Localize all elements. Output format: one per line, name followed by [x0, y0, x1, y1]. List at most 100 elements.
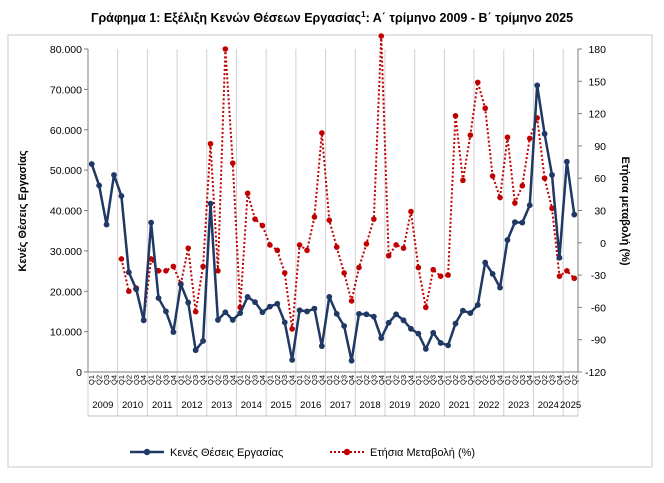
series-change-point	[304, 247, 310, 254]
series-change-point	[267, 242, 273, 248]
series-change-point	[170, 263, 177, 270]
series-change-point	[148, 256, 154, 262]
year-tick-label: 2025	[560, 400, 581, 411]
series-change-point	[564, 267, 570, 274]
y-axis-left-title: Κενές Θέσεις Εργασίας	[17, 150, 29, 271]
quarter-tick-label: Q1	[295, 375, 304, 385]
series-change-point	[437, 273, 444, 279]
series-change-point	[474, 79, 481, 86]
series-change-point	[519, 182, 526, 189]
quarter-tick-label: Q1	[325, 375, 334, 385]
quarter-tick-label: Q4	[377, 375, 386, 385]
series-vacancies-point	[437, 340, 444, 346]
series-change-point	[326, 217, 333, 223]
series-change-point	[259, 222, 266, 229]
legend: Κενές Θέσεις Εργασίας Ετήσια Μεταβολή (%…	[130, 447, 475, 459]
quarter-tick-label: Q4	[525, 375, 534, 385]
quarter-tick-label: Q3	[102, 375, 111, 385]
series-vacancies-point	[408, 325, 414, 332]
quarter-tick-label: Q4	[109, 375, 118, 385]
series-vacancies-point	[96, 182, 103, 189]
series-vacancies-point	[318, 343, 325, 350]
series-vacancies-point	[177, 281, 184, 288]
series-change-point	[400, 245, 407, 251]
year-tick-label: 2021	[449, 400, 470, 411]
year-tick-label: 2014	[241, 400, 262, 411]
series-vacancies-point	[467, 310, 474, 316]
quarter-tick-label: Q3	[369, 375, 378, 385]
series-change-point	[408, 208, 414, 215]
year-tick-label: 2019	[389, 400, 410, 411]
year-tick-label: 2010	[122, 400, 143, 411]
year-tick-label: 2009	[92, 400, 113, 411]
quarter-tick-label: Q1	[473, 375, 482, 385]
series-change-point	[556, 273, 563, 279]
series-vacancies-point	[229, 317, 236, 323]
series-change-point	[541, 175, 548, 181]
year-tick-label: 2018	[360, 400, 381, 411]
series-vacancies-point	[259, 309, 266, 316]
quarter-tick-label: Q1	[176, 375, 185, 385]
series-change-point	[445, 272, 451, 278]
quarter-tick-label: Q3	[191, 375, 200, 385]
series-vacancies-point	[356, 310, 362, 317]
series-change-point	[415, 264, 422, 271]
series-change-point	[192, 308, 199, 315]
series-vacancies-point	[393, 311, 400, 318]
series-change-point	[289, 326, 295, 332]
series-vacancies-point	[452, 320, 459, 327]
series-change-point	[274, 247, 281, 254]
series-change-point	[430, 266, 437, 273]
series-vacancies-point	[571, 211, 578, 218]
quarter-tick-label: Q2	[421, 375, 430, 385]
quarter-tick-label: Q1	[87, 375, 96, 385]
y-right-tick-label: 180	[588, 44, 606, 56]
series-vacancies-point	[489, 270, 496, 277]
series-vacancies-point	[281, 319, 288, 326]
y-right-tick-label: 150	[588, 76, 606, 88]
series-vacancies-point	[289, 356, 296, 363]
series-change-point	[311, 214, 318, 220]
series-vacancies-point	[385, 319, 392, 326]
quarter-tick-label: Q4	[317, 375, 326, 385]
series-vacancies-point	[541, 130, 548, 137]
quarter-tick-label: Q1	[147, 375, 156, 385]
series-vacancies-point	[222, 309, 229, 316]
y-right-tick-label: -30	[591, 270, 606, 282]
series-vacancies-point	[125, 269, 132, 276]
year-tick-label: 2015	[270, 400, 291, 411]
quarter-tick-label: Q2	[184, 375, 193, 385]
year-tick-label: 2020	[419, 400, 440, 411]
y-right-tick-label: 30	[594, 206, 606, 218]
series-vacancies-point	[133, 286, 140, 293]
quarter-tick-label: Q3	[488, 375, 497, 385]
series-vacancies-point	[333, 310, 340, 317]
series-vacancies-point	[363, 311, 370, 318]
y-left-tick-label: 20.000	[50, 286, 82, 298]
series-change-point	[571, 275, 578, 282]
quarter-tick-label: Q2	[570, 375, 579, 385]
legend-marker-change	[343, 448, 351, 456]
series-vacancies-point	[192, 347, 199, 354]
series-vacancies-point	[348, 357, 355, 364]
grid-layer	[87, 49, 579, 416]
series-change-point	[118, 256, 125, 262]
quarter-tick-label: Q2	[332, 375, 341, 385]
quarter-tick-label: Q3	[340, 375, 349, 385]
series-vacancies-point	[445, 342, 451, 349]
legend-marker-vacancies	[143, 448, 151, 456]
y-left-tick-label: 0	[76, 367, 82, 379]
year-tick-label: 2024	[538, 400, 559, 411]
series-vacancies-point	[185, 299, 192, 306]
quarter-tick-label: Q3	[161, 375, 170, 385]
quarter-tick-label: Q4	[496, 375, 505, 385]
quarter-tick-label: Q2	[303, 375, 312, 385]
series-vacancies-point	[497, 284, 503, 291]
quarter-tick-label: Q1	[117, 375, 126, 385]
quarter-tick-label: Q3	[548, 375, 557, 385]
y-right-tick-label: -90	[591, 335, 606, 347]
quarter-tick-label: Q2	[540, 375, 549, 385]
y-right-tick-label: -120	[585, 367, 606, 379]
series-vacancies-point	[378, 335, 385, 341]
